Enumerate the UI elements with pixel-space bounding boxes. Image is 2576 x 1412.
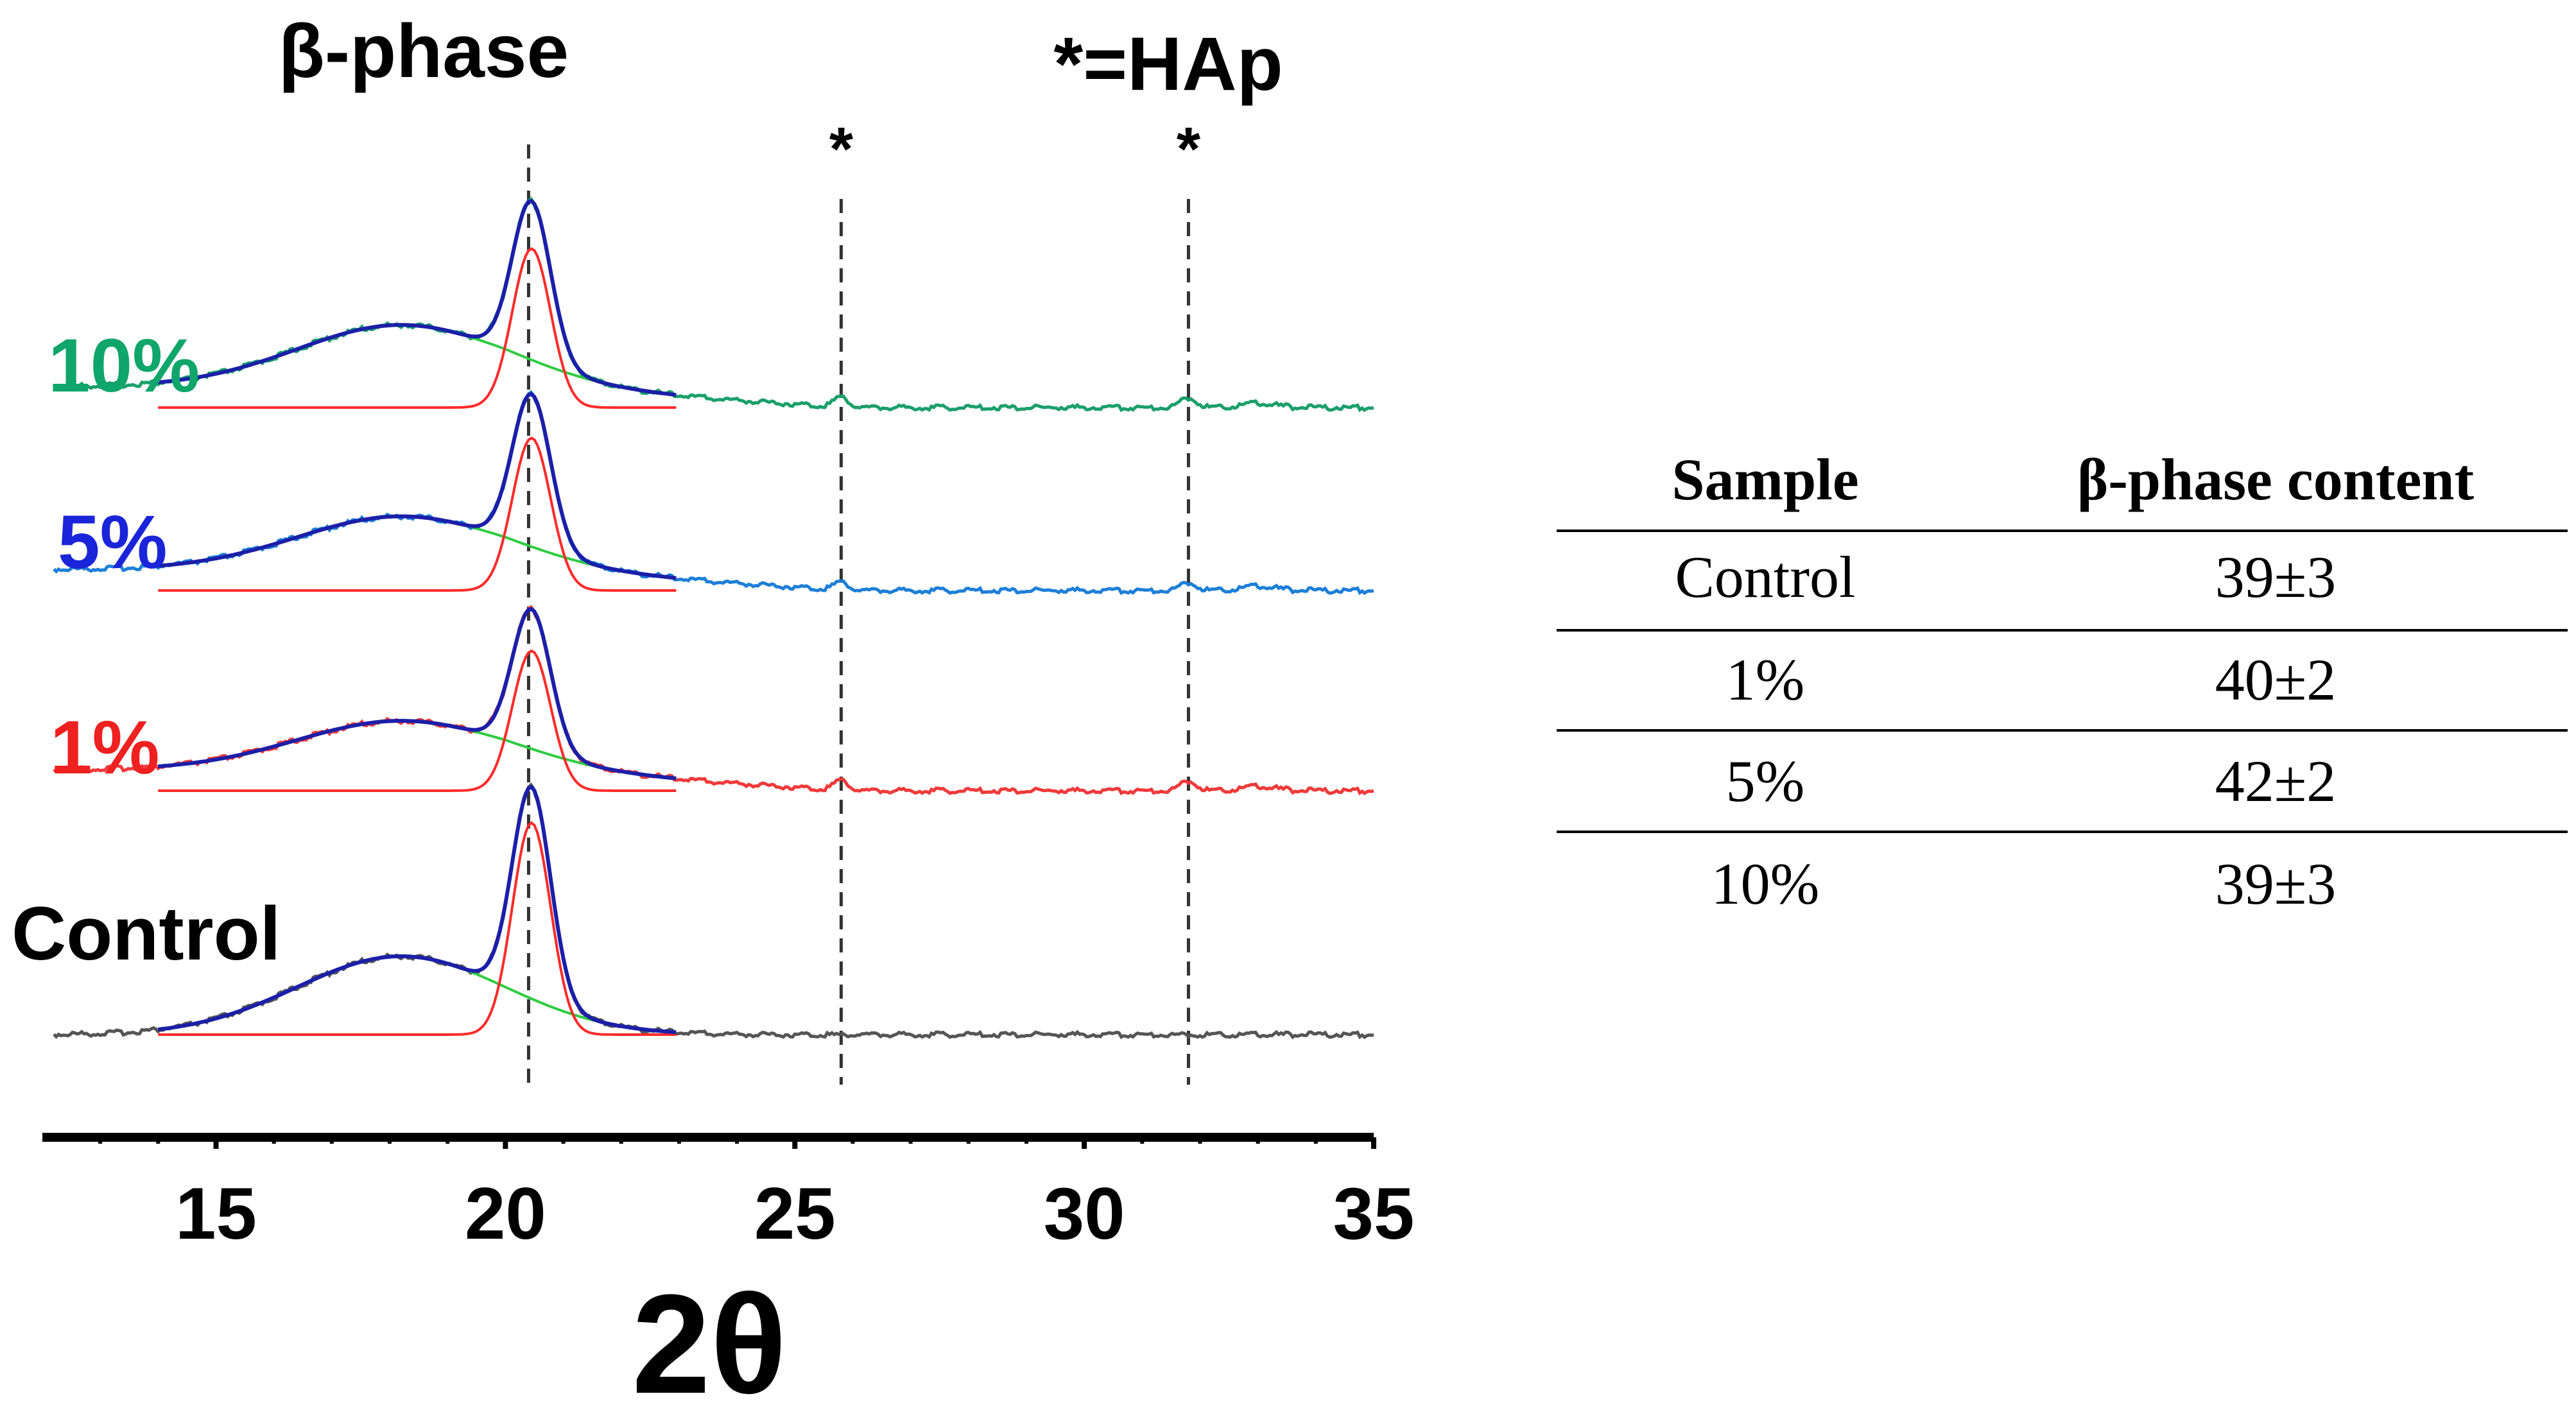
table-header-content: β-phase content — [2077, 447, 2475, 512]
table-cell-sample: 1% — [1726, 647, 1805, 712]
fit-peak-line — [158, 649, 677, 792]
fit-halo-line — [158, 515, 677, 580]
series-label: 10% — [48, 323, 200, 408]
fit-cumulative-line — [157, 784, 677, 1035]
table-cell-sample: Control — [1675, 544, 1855, 610]
hap-annotation: *=HAp — [1053, 22, 1283, 107]
fit-cumulative-line — [158, 198, 677, 397]
series-line-5pct — [53, 390, 1374, 596]
series-label: Control — [12, 891, 281, 976]
x-axis-label: 2θ — [632, 1265, 786, 1412]
x-tick-label: 35 — [1333, 1173, 1415, 1255]
x-tick-label: 15 — [175, 1173, 257, 1255]
fit-peak-line — [158, 436, 677, 592]
chart-title: β-phase — [279, 9, 569, 94]
hap-star-marker: * — [829, 115, 854, 184]
table-cell-content: 39±3 — [2215, 851, 2337, 917]
fit-halo-line — [158, 323, 677, 397]
x-tick-label: 30 — [1044, 1173, 1125, 1255]
hap-star-marker: * — [1177, 115, 1201, 184]
table-header-sample: Sample — [1672, 447, 1858, 512]
table-cell-content: 42±2 — [2215, 748, 2337, 814]
series-group — [53, 196, 1374, 1040]
table-cell-sample: 5% — [1726, 748, 1805, 814]
table-cell-sample: 10% — [1711, 851, 1820, 917]
x-ticks: 15 20 25 30 35 — [98, 1137, 1415, 1255]
series-label: 1% — [50, 705, 160, 790]
fit-peak-line — [158, 247, 677, 409]
x-tick-label: 20 — [465, 1173, 546, 1255]
x-tick-label: 25 — [754, 1173, 836, 1255]
series-line-10pct — [53, 196, 1374, 413]
series-labels: 10% 5% 1% Control — [12, 323, 281, 976]
reference-lines: * * — [526, 115, 1201, 1085]
fit-halo-line — [158, 719, 677, 780]
beta-phase-table: Sample β-phase content Control 39±3 1% 4… — [1557, 447, 2568, 917]
fit-peak-line — [158, 821, 677, 1036]
series-label: 5% — [58, 500, 168, 585]
fit-cumulative-line — [158, 607, 677, 780]
table-cell-content: 40±2 — [2215, 647, 2337, 712]
fit-cumulative-line — [158, 392, 677, 580]
table-cell-content: 39±3 — [2215, 544, 2337, 610]
series-line-1pct — [53, 605, 1374, 796]
